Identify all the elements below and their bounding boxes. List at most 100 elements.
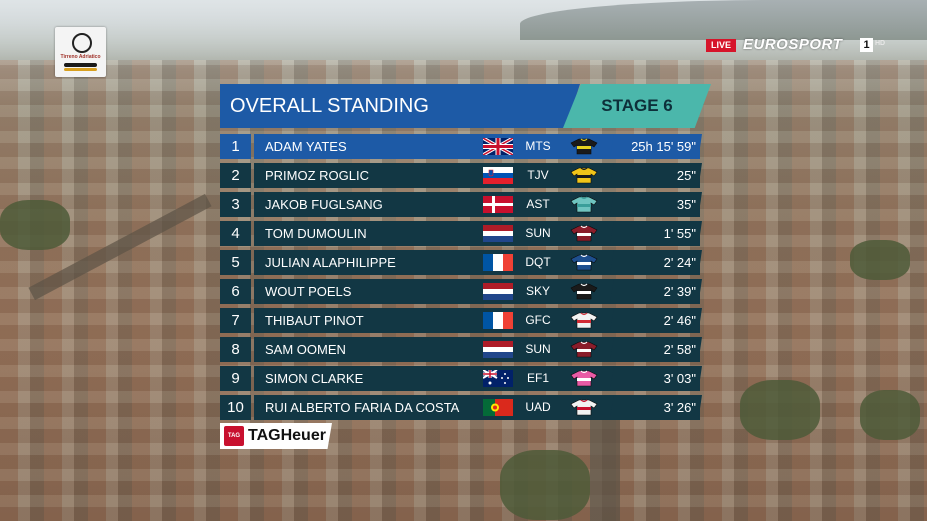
rank-number: 7	[220, 308, 251, 333]
time-background	[610, 163, 702, 188]
tree-cluster	[850, 240, 910, 280]
team-code: SUN	[525, 342, 551, 356]
time-background	[610, 134, 702, 159]
rider-name: SIMON CLARKE	[265, 371, 364, 386]
rider-name: ADAM YATES	[265, 139, 347, 154]
rider-name: JULIAN ALAPHILIPPE	[265, 255, 396, 270]
sponsor-name: TAGHeuer	[248, 427, 326, 444]
rank-number: 1	[220, 134, 251, 159]
time-background	[610, 395, 702, 420]
rider-name: PRIMOZ ROGLIC	[265, 168, 370, 183]
team-code: MTS	[525, 139, 551, 153]
cyclist-icon	[72, 33, 92, 53]
channel-logo: EUROSPORT	[743, 36, 843, 53]
standing-row: 4 TOM DUMOULIN SUN 1' 55"	[220, 221, 702, 246]
tree-cluster	[0, 200, 70, 250]
jersey-uad-icon	[570, 399, 598, 416]
team-code: EF1	[526, 371, 549, 385]
gap-time: 2' 46"	[663, 313, 696, 328]
team-code: UAD	[525, 400, 551, 414]
rank-number: 8	[220, 337, 251, 362]
rank-number: 3	[220, 192, 251, 217]
tree-cluster	[740, 380, 820, 440]
standing-row: 8 SAM OOMEN SUN 2' 58"	[220, 337, 702, 362]
gap-time: 35"	[676, 197, 696, 212]
standing-row: 3 JAKOB FUGLSANG AST 35"	[220, 192, 702, 217]
time-background	[610, 221, 702, 246]
team-code: TJV	[527, 168, 549, 182]
standing-row: 6 WOUT POELS SKY 2' 39"	[220, 279, 702, 304]
gap-time: 3' 03"	[663, 371, 696, 386]
jersey-ast-icon	[570, 196, 598, 213]
tree-cluster	[860, 390, 920, 440]
logo-stripe	[64, 68, 97, 71]
team-code: GFC	[525, 313, 551, 327]
stage-label: STAGE 6	[601, 96, 673, 115]
title-bar	[220, 84, 580, 128]
stage-bar	[563, 84, 711, 128]
rider-name: TOM DUMOULIN	[265, 226, 367, 241]
event-logo: Tirreno Adriatico	[55, 27, 106, 77]
team-code: SKY	[525, 284, 550, 298]
logo-stripe	[64, 63, 97, 67]
standing-row: 1 ADAM YATES MTS 25h 15' 59"	[220, 134, 702, 159]
gap-time: 25"	[676, 168, 696, 183]
team-code: AST	[526, 197, 550, 211]
gap-time: 2' 24"	[663, 255, 696, 270]
rank-number: 6	[220, 279, 251, 304]
distant-hill	[520, 0, 927, 40]
jersey-ef1-icon	[570, 370, 598, 387]
time-background	[610, 366, 702, 391]
hd-badge: HD	[875, 40, 886, 47]
standings-title: OVERALL STANDING	[230, 95, 429, 117]
time-background	[610, 192, 702, 217]
street	[590, 420, 620, 521]
fr-flag	[483, 312, 513, 329]
jersey-sun-icon	[570, 341, 598, 358]
jersey-sun-icon	[570, 225, 598, 242]
time-background	[610, 279, 702, 304]
dk-flag	[483, 196, 513, 213]
nl-flag	[483, 341, 513, 358]
au-flag	[483, 370, 513, 387]
jersey-dqt-icon	[570, 254, 598, 271]
jersey-sky-icon	[570, 283, 598, 300]
standing-row: 9 SIMON CLARKE EF1 3' 03"	[220, 366, 702, 391]
rider-name: SAM OOMEN	[265, 342, 346, 357]
jersey-tjv-icon	[570, 167, 598, 184]
standing-row: 2 PRIMOZ ROGLIC TJV 25"	[220, 163, 702, 188]
rank-number: 5	[220, 250, 251, 275]
rider-name: WOUT POELS	[265, 284, 352, 299]
time-background	[610, 337, 702, 362]
nl-flag	[483, 225, 513, 242]
jersey-gfc-icon	[570, 312, 598, 329]
gap-time: 2' 58"	[663, 342, 696, 357]
rank-number: 9	[220, 366, 251, 391]
rank-number: 10	[220, 395, 251, 420]
rank-number: 4	[220, 221, 251, 246]
time-background	[610, 308, 702, 333]
standing-row: 10 RUI ALBERTO FARIA DA COSTA UAD 3' 26"	[220, 395, 702, 420]
gap-time: 2' 39"	[663, 284, 696, 299]
gap-time: 3' 26"	[663, 400, 696, 415]
team-code: DQT	[525, 255, 551, 269]
sponsor-banner: TAG TAGHeuer	[220, 423, 332, 449]
nl-flag	[483, 283, 513, 300]
standing-row: 7 THIBAUT PINOT GFC 2' 46"	[220, 308, 702, 333]
team-code: SUN	[525, 226, 551, 240]
gb-flag	[483, 138, 513, 155]
rank-number: 2	[220, 163, 251, 188]
jersey-mts-icon	[570, 138, 598, 155]
gap-time: 1' 55"	[663, 226, 696, 241]
tree-cluster	[500, 450, 590, 520]
rider-name: JAKOB FUGLSANG	[265, 197, 383, 212]
event-logo-text: Tirreno Adriatico	[60, 54, 101, 60]
pt-flag	[483, 399, 513, 416]
tag-heuer-logo-icon: TAG	[224, 426, 244, 446]
standing-row: 5 JULIAN ALAPHILIPPE DQT 2' 24"	[220, 250, 702, 275]
fr-flag	[483, 254, 513, 271]
rider-name: THIBAUT PINOT	[265, 313, 364, 328]
time-background	[610, 250, 702, 275]
rider-name: RUI ALBERTO FARIA DA COSTA	[265, 400, 460, 415]
channel-number: 1	[860, 38, 873, 52]
